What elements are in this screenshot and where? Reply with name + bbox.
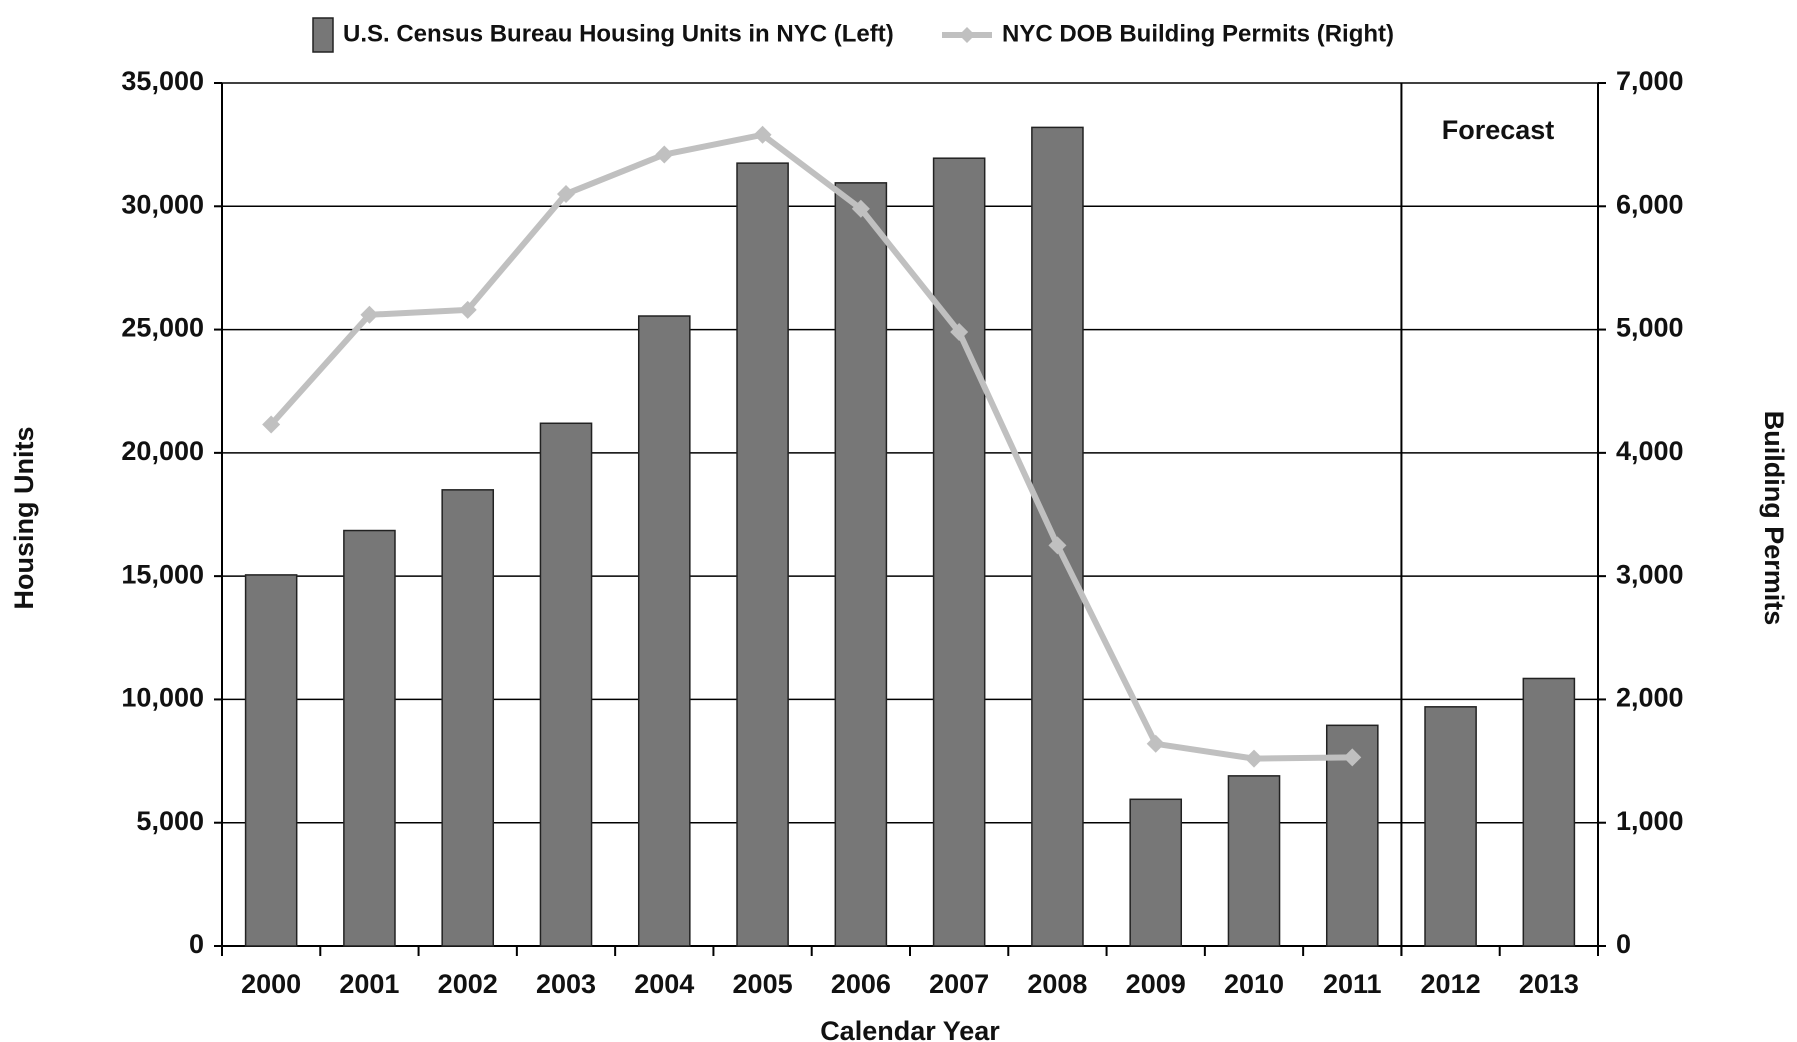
legend-label: U.S. Census Bureau Housing Units in NYC …	[343, 20, 894, 47]
y-tick-label: 20,000	[121, 436, 204, 466]
marker	[262, 415, 281, 434]
legend-label: NYC DOB Building Permits (Right)	[1002, 20, 1394, 47]
y2-tick-label: 4,000	[1616, 436, 1684, 466]
marker	[851, 199, 870, 218]
x-tick-label: 2006	[831, 969, 891, 999]
y-tick-label: 10,000	[121, 683, 204, 713]
x-tick-label: 2009	[1126, 969, 1186, 999]
x-tick-label: 2001	[339, 969, 399, 999]
x-axis-title: Calendar Year	[820, 1016, 1000, 1042]
bar	[343, 529, 396, 947]
x-tick-label: 2007	[929, 969, 989, 999]
bar	[1522, 677, 1576, 947]
y2-tick-label: 5,000	[1616, 313, 1684, 343]
x-tick-label: 2005	[733, 969, 793, 999]
bar	[637, 315, 691, 947]
bar	[441, 489, 495, 947]
y-tick-label: 15,000	[121, 559, 204, 589]
marker	[557, 184, 575, 203]
y2-tick-label: 6,000	[1616, 189, 1684, 219]
marker	[1245, 749, 1263, 768]
y2-tick-label: 3,000	[1616, 559, 1684, 589]
x-tick-label: 2012	[1421, 969, 1481, 999]
y-axis-title: Housing Units	[9, 427, 39, 610]
y2-tick-label: 0	[1616, 929, 1631, 959]
marker	[1146, 734, 1165, 753]
x-tick-label: 2010	[1224, 969, 1284, 999]
y2-tick-label: 1,000	[1616, 806, 1684, 836]
y-tick-label: 30,000	[121, 189, 204, 219]
y2-axis-title: Building Permits	[1759, 411, 1789, 626]
x-tick-label: 2002	[438, 969, 498, 999]
x-tick-label: 2003	[536, 969, 596, 999]
bar	[834, 182, 888, 947]
x-tick-label: 2011	[1323, 969, 1382, 999]
marker	[950, 323, 969, 342]
x-tick-label: 2008	[1027, 969, 1087, 999]
y-tick-label: 35,000	[121, 66, 204, 96]
bar	[539, 422, 593, 947]
bar	[1129, 798, 1183, 947]
y-tick-label: 0	[189, 929, 204, 959]
legend-marker	[959, 27, 975, 43]
y2-tick-label: 7,000	[1616, 66, 1684, 96]
marker	[1343, 748, 1362, 767]
legend-swatch	[312, 17, 334, 53]
bar	[1424, 706, 1477, 947]
bar	[244, 574, 298, 947]
y-tick-label: 25,000	[121, 313, 204, 343]
y-tick-label: 5,000	[136, 806, 204, 836]
marker	[753, 125, 772, 144]
x-tick-label: 2013	[1519, 969, 1579, 999]
annotation: Forecast	[1442, 115, 1555, 145]
marker	[655, 145, 674, 164]
marker	[1048, 536, 1067, 555]
y2-tick-label: 2,000	[1616, 683, 1684, 713]
bar	[1227, 775, 1281, 947]
marker	[360, 305, 379, 324]
x-tick-label: 2004	[634, 969, 694, 999]
marker	[458, 300, 477, 319]
bar	[932, 157, 986, 947]
x-tick-label: 2000	[241, 969, 301, 999]
bar	[736, 162, 789, 947]
line	[268, 131, 1353, 762]
